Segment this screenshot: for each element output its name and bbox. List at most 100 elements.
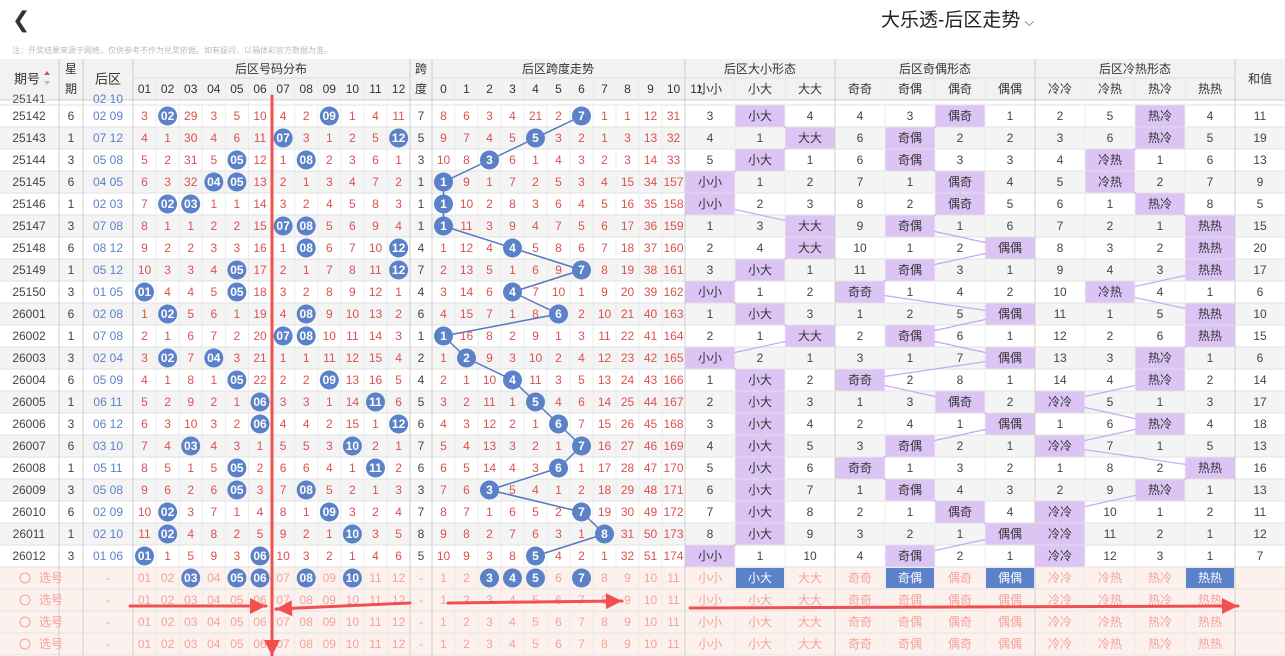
header-span-number: 2 <box>486 82 493 96</box>
row-week: 1 <box>68 527 75 541</box>
row-back: 06 11 <box>93 395 122 409</box>
pick-parity-option: 偶奇 <box>948 637 972 651</box>
pattern-link-segment <box>1059 445 1211 469</box>
row-span: 4 <box>418 241 425 255</box>
parity-hit <box>885 435 935 457</box>
row-span: 7 <box>418 505 425 519</box>
span-miss: 12 <box>460 241 474 255</box>
size-miss: 2 <box>807 285 814 299</box>
span-miss: 5 <box>486 263 493 277</box>
dist-ball <box>366 458 385 478</box>
hot-miss: 1 <box>1157 395 1164 409</box>
size-hit <box>735 369 785 391</box>
pick-hot-option: 热冷 <box>1148 615 1172 629</box>
pick-span-number: 3 <box>486 637 493 651</box>
parity-miss: 1 <box>1007 373 1014 387</box>
pick-span-number: 4 <box>509 637 516 651</box>
header-span-number: 9 <box>647 82 654 96</box>
row-back: 05 08 <box>93 483 123 497</box>
span-miss: 1 <box>601 549 608 563</box>
size-hit-label: 小大 <box>748 439 772 453</box>
table-row-bg <box>0 325 1285 347</box>
dist-miss: 2 <box>234 219 241 233</box>
dist-ball-label: 05 <box>230 483 244 497</box>
dist-ball-label: 02 <box>161 351 175 365</box>
dist-miss: 1 <box>326 131 333 145</box>
page-title-dropdown[interactable]: 大乐透-后区走势 ⌵ <box>881 9 1034 34</box>
span-miss: 10 <box>598 307 612 321</box>
row-back: 07 08 <box>93 329 123 343</box>
parity-miss: 6 <box>957 329 964 343</box>
size-hit <box>735 149 785 171</box>
span-miss: 3 <box>509 439 516 453</box>
span-ball-label: 2 <box>463 351 470 365</box>
dist-miss: 5 <box>234 109 241 123</box>
header-span-number: 7 <box>601 82 608 96</box>
row-span: 5 <box>418 549 425 563</box>
radio-icon <box>19 616 31 628</box>
span-ball <box>503 282 522 302</box>
dist-miss: 1 <box>164 219 171 233</box>
dist-miss: 2 <box>372 505 379 519</box>
back-button[interactable]: ❮ <box>12 7 31 32</box>
pick-row[interactable]: 选号 -01 02 04 07 09 11 12-1 2 6 8 9 10 11 小小 小大 大大 奇奇 奇偶 偶奇偶… <box>19 568 1234 588</box>
size-miss: 8 <box>707 527 714 541</box>
size-hit-label: 小小 <box>698 549 722 563</box>
span-miss: 2 <box>555 109 562 123</box>
parity-hit-label: 偶偶 <box>998 527 1022 541</box>
dist-miss: 2 <box>187 483 194 497</box>
parity-miss: 1 <box>857 395 864 409</box>
span-miss: 7 <box>555 219 562 233</box>
dist-miss: 15 <box>346 417 360 431</box>
span-miss: 160 <box>663 241 683 255</box>
pick-row-bg <box>0 633 1285 655</box>
span-miss: 6 <box>578 395 585 409</box>
header-parity-label: 奇奇 <box>848 82 872 96</box>
dist-ball-label: 05 <box>230 153 244 167</box>
parity-miss: 8 <box>857 197 864 211</box>
size-hit <box>735 413 785 435</box>
hot-miss: 2 <box>1107 219 1114 233</box>
parity-hit-label: 奇偶 <box>898 483 922 497</box>
dist-miss: 3 <box>210 417 217 431</box>
dist-ball <box>250 392 270 412</box>
sort-icon <box>44 71 50 75</box>
dist-miss: 3 <box>210 241 217 255</box>
span-miss: 173 <box>663 527 683 541</box>
span-miss: 3 <box>486 549 493 563</box>
dist-ball-label: 10 <box>346 439 360 453</box>
pick-dist-ball-label: 03 <box>184 571 198 585</box>
hot-hit-label: 冷冷 <box>1048 549 1072 563</box>
parity-miss: 3 <box>957 153 964 167</box>
pick-span-number: 10 <box>644 637 658 651</box>
dist-miss: 1 <box>303 351 310 365</box>
pick-hot-option: 热冷 <box>1148 571 1172 585</box>
size-miss: 2 <box>757 197 764 211</box>
span-miss: 13 <box>598 373 612 387</box>
span-miss: 33 <box>667 153 681 167</box>
dist-miss: 3 <box>234 549 241 563</box>
span-miss: 3 <box>440 285 447 299</box>
span-miss: 5 <box>532 241 539 255</box>
span-miss: 51 <box>644 549 658 563</box>
table-row-bg <box>0 457 1285 479</box>
dist-ball <box>389 128 409 148</box>
dist-miss: 8 <box>326 285 333 299</box>
pick-label: 选号 <box>39 593 63 607</box>
arrow-head <box>250 598 266 614</box>
pick-span-number: 11 <box>667 571 680 585</box>
dist-miss: 1 <box>303 505 310 519</box>
row-span: 3 <box>418 483 425 497</box>
dist-miss: 19 <box>253 307 267 321</box>
parity-hit-label: 偶奇 <box>948 505 972 519</box>
arrow-head <box>605 593 622 610</box>
header-dist-number: 10 <box>346 82 360 96</box>
dist-miss: 8 <box>280 505 287 519</box>
row-week: 6 <box>68 307 75 321</box>
arrow-shaft <box>274 601 412 611</box>
hot-miss: 7 <box>1207 175 1214 189</box>
dist-miss: 1 <box>372 417 379 431</box>
span-miss: 18 <box>621 241 635 255</box>
